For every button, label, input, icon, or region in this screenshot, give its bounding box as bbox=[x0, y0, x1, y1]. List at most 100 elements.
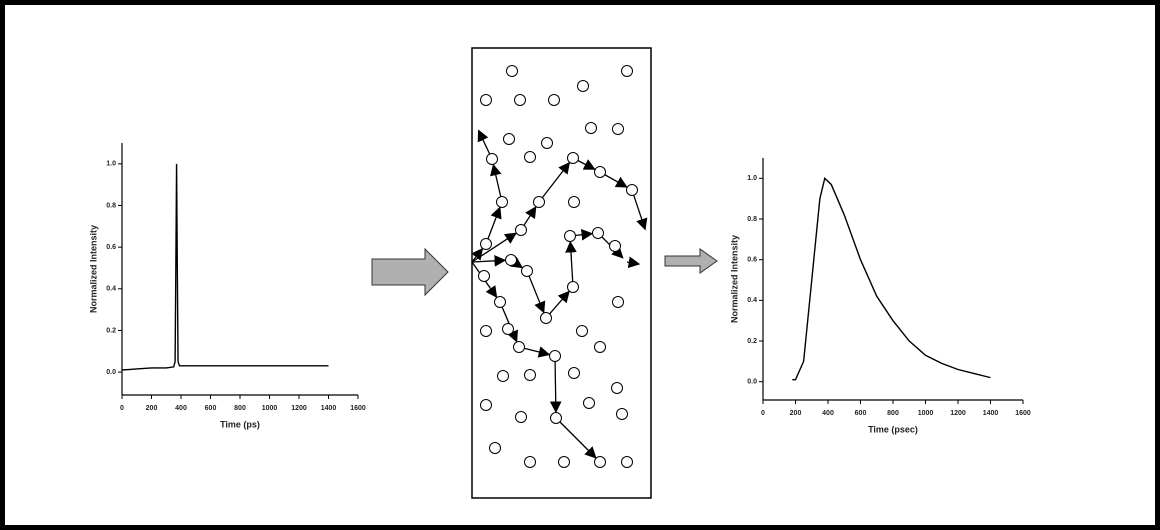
particle bbox=[576, 325, 588, 337]
particle bbox=[609, 240, 621, 252]
particle bbox=[549, 350, 561, 362]
particle bbox=[514, 94, 526, 106]
x-tick-label: 0 bbox=[761, 410, 765, 417]
particle bbox=[550, 412, 562, 424]
x-axis-label: Time (ps) bbox=[220, 419, 260, 429]
particle bbox=[506, 65, 518, 77]
photon-path bbox=[471, 232, 517, 263]
y-tick-label: 1.0 bbox=[747, 175, 757, 182]
x-tick-label: 1000 bbox=[918, 410, 934, 417]
y-axis-label: Normalized Intensity bbox=[729, 235, 739, 323]
particle bbox=[480, 94, 492, 106]
particle bbox=[496, 196, 508, 208]
x-tick-label: 600 bbox=[855, 410, 867, 417]
x-tick-label: 1200 bbox=[291, 405, 307, 412]
x-tick-label: 1600 bbox=[350, 405, 366, 412]
x-tick-label: 200 bbox=[790, 410, 802, 417]
particle bbox=[486, 153, 498, 165]
photon-path bbox=[499, 301, 518, 343]
particle bbox=[592, 227, 604, 239]
data-line bbox=[792, 177, 991, 381]
particle bbox=[480, 325, 492, 337]
photon-path bbox=[471, 247, 484, 263]
particle bbox=[502, 323, 514, 335]
y-tick-label: 0.0 bbox=[747, 379, 757, 386]
particle bbox=[494, 296, 506, 308]
particle bbox=[567, 281, 579, 293]
photon-path bbox=[565, 240, 577, 288]
y-tick-label: 0.6 bbox=[106, 244, 116, 251]
particle bbox=[524, 456, 536, 468]
particle bbox=[497, 370, 509, 382]
particle bbox=[567, 152, 579, 164]
particle bbox=[626, 184, 638, 196]
data-line bbox=[121, 163, 329, 371]
y-tick-label: 0.0 bbox=[106, 369, 116, 376]
particle bbox=[515, 411, 527, 423]
x-tick-label: 1400 bbox=[983, 410, 999, 417]
particle bbox=[621, 65, 633, 77]
particle bbox=[521, 265, 533, 277]
x-tick-label: 1200 bbox=[950, 410, 966, 417]
x-tick-label: 0 bbox=[120, 405, 124, 412]
photon-path bbox=[555, 417, 597, 459]
particle bbox=[568, 196, 580, 208]
y-tick-label: 0.6 bbox=[747, 257, 757, 264]
photon-path bbox=[631, 189, 648, 231]
particle bbox=[616, 408, 628, 420]
particle bbox=[612, 123, 624, 135]
particle bbox=[540, 312, 552, 324]
x-tick-label: 400 bbox=[175, 405, 187, 412]
photon-path bbox=[549, 355, 562, 414]
x-tick-label: 800 bbox=[234, 405, 246, 412]
y-tick-label: 0.8 bbox=[106, 202, 116, 209]
particle bbox=[548, 94, 560, 106]
photon-path bbox=[538, 161, 571, 203]
y-tick-label: 0.4 bbox=[747, 297, 757, 304]
particle bbox=[541, 137, 553, 149]
y-tick-label: 0.8 bbox=[747, 216, 757, 223]
particle bbox=[505, 254, 517, 266]
x-tick-label: 200 bbox=[146, 405, 158, 412]
particle bbox=[480, 399, 492, 411]
x-tick-label: 600 bbox=[205, 405, 217, 412]
y-tick-label: 0.2 bbox=[106, 327, 116, 334]
y-tick-label: 0.2 bbox=[747, 338, 757, 345]
photon-path bbox=[485, 206, 502, 245]
particle bbox=[533, 196, 545, 208]
particle bbox=[489, 442, 501, 454]
particle bbox=[594, 341, 606, 353]
particle bbox=[612, 296, 624, 308]
particle bbox=[524, 151, 536, 163]
small-arrow bbox=[664, 248, 718, 274]
particle bbox=[513, 341, 525, 353]
particle bbox=[621, 456, 633, 468]
particle bbox=[594, 166, 606, 178]
particle bbox=[478, 270, 490, 282]
particle bbox=[568, 367, 580, 379]
x-tick-label: 400 bbox=[822, 410, 834, 417]
big-arrow bbox=[371, 247, 449, 297]
particle bbox=[594, 456, 606, 468]
photon-path bbox=[490, 163, 503, 203]
y-tick-label: 0.4 bbox=[106, 286, 116, 293]
scattering-medium bbox=[471, 47, 652, 499]
x-tick-label: 800 bbox=[887, 410, 899, 417]
y-axis-label: Normalized Intensity bbox=[88, 225, 98, 313]
particle bbox=[480, 238, 492, 250]
y-tick-label: 1.0 bbox=[106, 161, 116, 168]
photon-path bbox=[471, 255, 507, 267]
photon-path bbox=[526, 270, 546, 314]
particle bbox=[611, 382, 623, 394]
particle bbox=[558, 456, 570, 468]
x-tick-label: 1400 bbox=[321, 405, 337, 412]
particle bbox=[583, 397, 595, 409]
x-axis-label: Time (psec) bbox=[868, 424, 918, 434]
x-tick-label: 1000 bbox=[262, 405, 278, 412]
particle bbox=[503, 133, 515, 145]
x-tick-label: 1600 bbox=[1015, 410, 1031, 417]
particle bbox=[577, 80, 589, 92]
particle bbox=[564, 230, 576, 242]
